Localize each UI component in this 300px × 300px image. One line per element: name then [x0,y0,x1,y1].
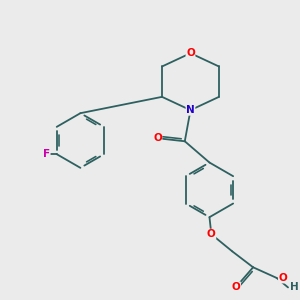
Text: O: O [207,229,216,239]
Text: N: N [186,105,195,115]
Text: O: O [186,48,195,58]
Text: H: H [290,282,299,292]
Text: O: O [232,282,240,292]
Text: O: O [153,133,162,143]
Text: O: O [278,273,287,283]
Text: F: F [43,149,50,159]
